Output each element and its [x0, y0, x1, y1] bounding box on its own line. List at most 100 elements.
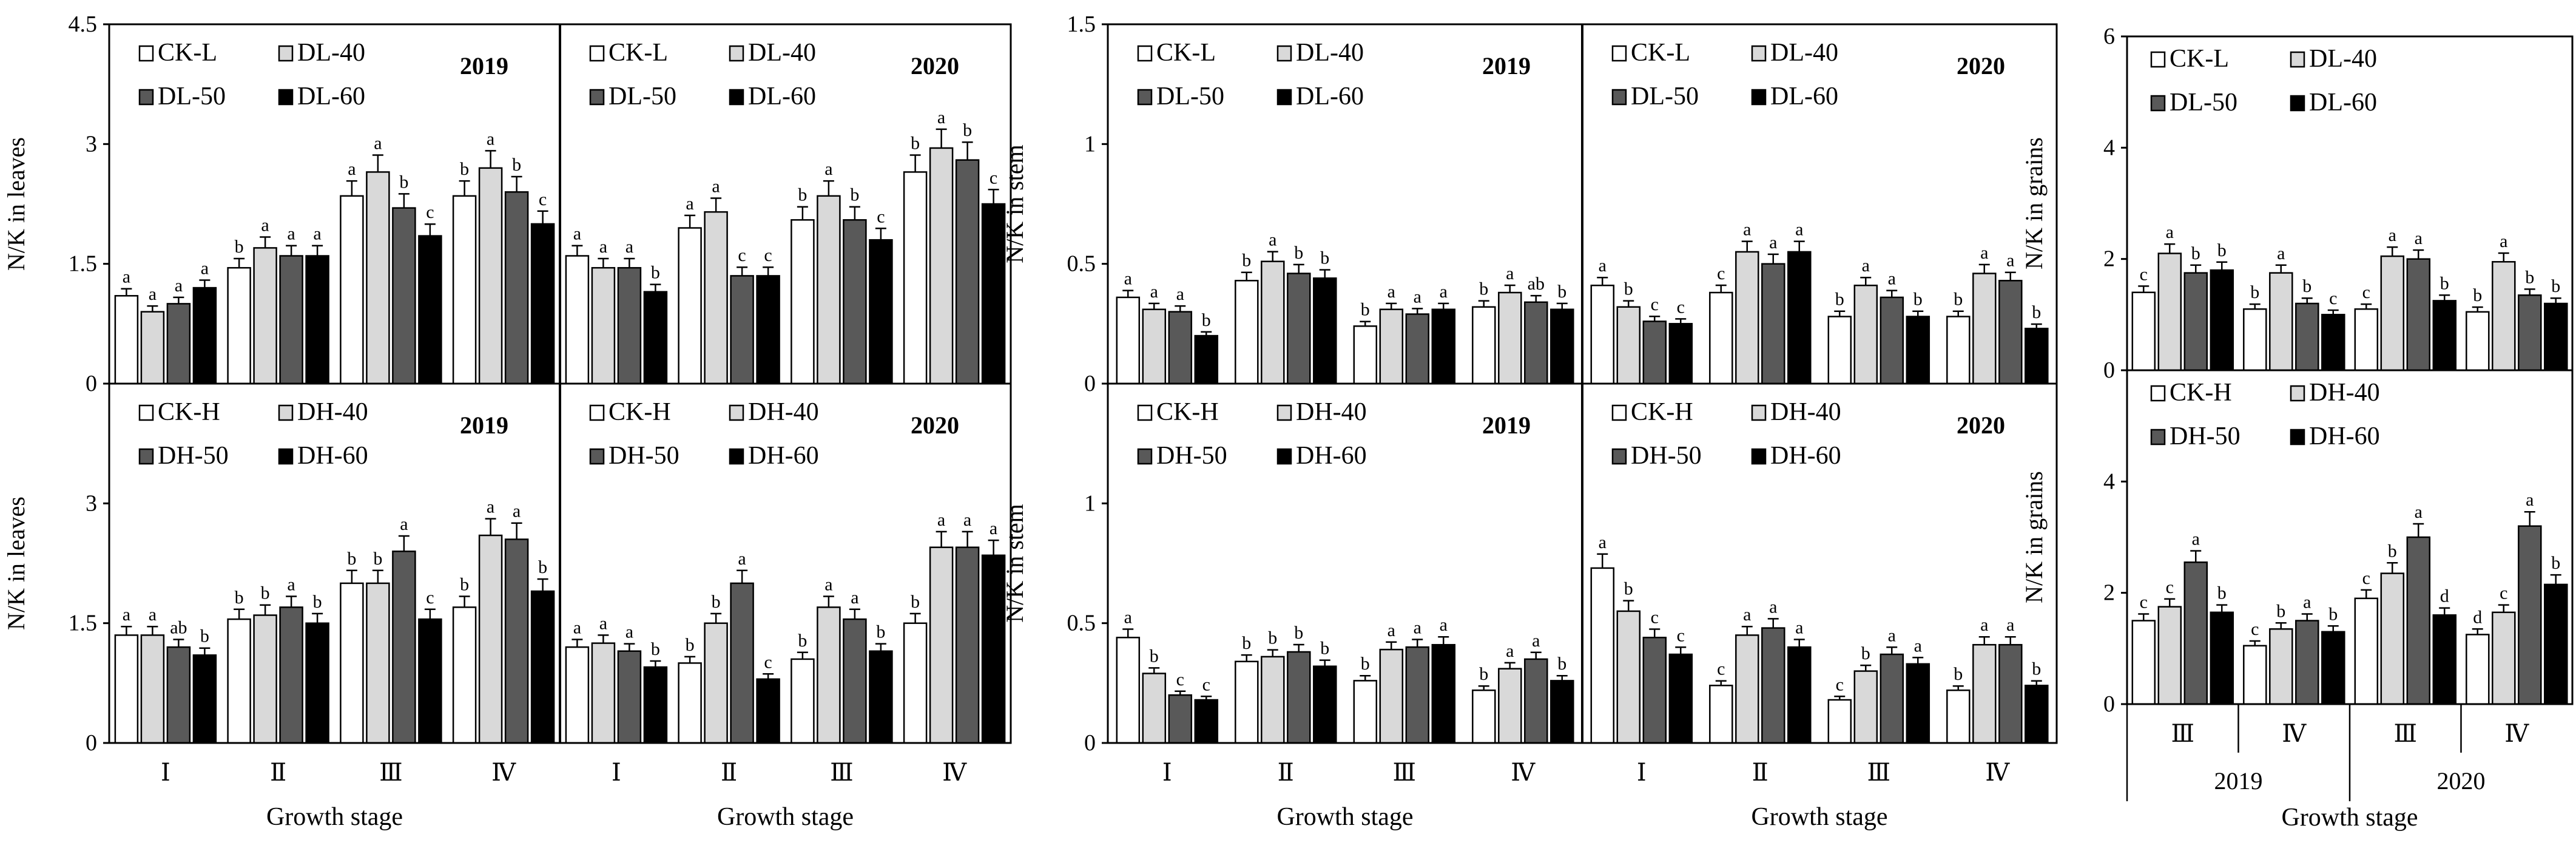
bar-leaves-H-2019-s1-c0 [140, 634, 165, 744]
bar-leaves-H-2020-s2-c0 [617, 650, 642, 744]
significance-letter: b [1835, 290, 1844, 310]
significance-letter: c [877, 206, 885, 226]
x-tick-label: Ⅲ [830, 759, 854, 786]
bar-stem-H-2019-s1-c1 [1261, 656, 1285, 744]
bar-grains-H-s2-c3 [2518, 525, 2542, 705]
significance-letter: b [1624, 279, 1633, 299]
significance-letter: a [1980, 243, 1988, 263]
significance-letter: a [1743, 220, 1751, 240]
legend-label: CK-H [158, 398, 220, 426]
significance-letter: b [347, 549, 356, 569]
bar-stem-L-2019-s1-c3 [1498, 291, 1522, 385]
bar-stem-L-2019-s0-c0 [1116, 296, 1141, 385]
significance-letter: a [1980, 615, 1988, 635]
legend-label: DH-40 [748, 398, 819, 426]
bar-stem-L-2020-s0-c0 [1590, 284, 1615, 385]
significance-letter: b [2551, 276, 2560, 296]
y-axis-label: N/K in leaves [2, 137, 30, 271]
significance-letter: a [851, 588, 858, 608]
significance-letter: b [850, 185, 859, 205]
y-tick-label: 6 [2103, 24, 2115, 49]
bar-leaves-L-2020-s0-c1 [678, 227, 702, 385]
x-tick-label: Ⅱ [1752, 759, 1768, 786]
significance-letter: a [1440, 282, 1448, 302]
significance-letter: b [2440, 273, 2449, 293]
significance-letter: b [1954, 290, 1963, 310]
bar-leaves-L-2019-s1-c0 [140, 311, 165, 385]
significance-letter: b [1954, 664, 1963, 684]
bar-leaves-L-2019-s0-c3 [452, 195, 477, 385]
bar-stem-L-2020-s0-c3 [1946, 316, 1971, 385]
x-tick-label: Ⅱ [1278, 759, 1294, 786]
bar-stem-L-2020-s2-c3 [1998, 280, 2023, 385]
bar-grains-L-s2-c1 [2295, 302, 2319, 371]
significance-letter: a [2006, 251, 2014, 271]
significance-letter: b [1861, 643, 1870, 663]
bar-stem-L-2019-s2-c0 [1168, 311, 1193, 385]
bar-stem-L-2020-s2-c0 [1642, 320, 1667, 385]
significance-letter: c [1677, 625, 1685, 645]
bar-grains-L-s0-c0 [2131, 291, 2156, 371]
bar-stem-H-2020-s2-c1 [1761, 627, 1785, 744]
bar-grains-H-s1-c2 [2380, 572, 2405, 705]
significance-letter: a [1743, 605, 1751, 625]
bar-leaves-L-2020-s0-c2 [791, 219, 815, 385]
significance-letter: c [1651, 608, 1659, 628]
bar-leaves-L-2019-s0-c1 [227, 266, 251, 385]
significance-letter: a [625, 622, 633, 642]
bar-leaves-L-2019-s3-c1 [305, 255, 329, 385]
significance-letter: a [149, 284, 157, 304]
x-axis-label: Growth stage [1751, 803, 1887, 831]
x-axis-label: Growth stage [1276, 803, 1413, 831]
legend-label: DH-50 [158, 442, 229, 470]
bar-grains-L-s0-c3 [2466, 311, 2490, 371]
legend-swatch [2290, 385, 2305, 402]
significance-letter: a [1124, 608, 1132, 628]
significance-letter: c [2362, 282, 2370, 302]
panel-year-label: 2020 [911, 52, 959, 80]
y-tick-label: 4.5 [69, 12, 98, 37]
bar-stem-L-2020-s3-c2 [1906, 316, 1930, 385]
x-tick-label: Ⅰ [612, 759, 621, 786]
significance-letter: a [1269, 230, 1276, 250]
significance-letter: b [911, 592, 920, 612]
legend-label: DH-60 [297, 442, 368, 470]
significance-letter: b [651, 263, 660, 283]
significance-letter: a [937, 107, 945, 127]
bar-grains-H-s0-c3 [2466, 634, 2490, 705]
bar-leaves-H-2019-s0-c3 [452, 606, 477, 744]
significance-letter: a [1176, 284, 1184, 304]
legend-swatch [1751, 89, 1767, 106]
legend-swatch [1611, 89, 1627, 106]
bar-leaves-L-2019-s1-c1 [253, 247, 277, 385]
bar-leaves-L-2019-s2-c3 [504, 191, 529, 385]
significance-letter: a [149, 605, 157, 625]
bar-leaves-L-2020-s3-c2 [869, 239, 893, 385]
legend-label: CK-H [2170, 379, 2232, 407]
y-tick-label: 2 [2103, 246, 2115, 272]
significance-letter: b [2032, 302, 2041, 322]
bar-stem-H-2020-s1-c1 [1735, 634, 1759, 744]
significance-letter: c [426, 588, 434, 608]
significance-letter: a [824, 159, 832, 179]
x-tick-label: Ⅳ [2504, 720, 2529, 747]
legend-swatch [729, 404, 744, 421]
bar-stem-H-2020-s0-c1 [1709, 685, 1733, 744]
significance-letter: c [1717, 263, 1725, 283]
bar-stem-H-2020-s0-c3 [1946, 689, 1971, 744]
significance-letter: a [937, 510, 945, 530]
legend-label: DL-60 [2309, 89, 2377, 117]
bar-grains-L-s3-c3 [2544, 302, 2568, 371]
significance-letter: a [712, 177, 720, 197]
bar-stem-H-2019-s0-c2 [1353, 680, 1378, 744]
significance-letter: b [2276, 601, 2285, 621]
y-tick-label: 1.5 [1067, 12, 1096, 37]
bar-stem-L-2019-s1-c1 [1261, 260, 1285, 385]
bar-leaves-H-2020-s2-c2 [843, 618, 867, 744]
bar-grains-H-s3-c2 [2432, 614, 2457, 705]
significance-letter: a [1888, 625, 1896, 645]
legend-label: CK-H [1156, 398, 1219, 426]
bar-leaves-H-2020-s0-c3 [903, 622, 928, 744]
legend-label: DH-60 [2309, 422, 2380, 450]
significance-letter: b [2302, 276, 2311, 296]
